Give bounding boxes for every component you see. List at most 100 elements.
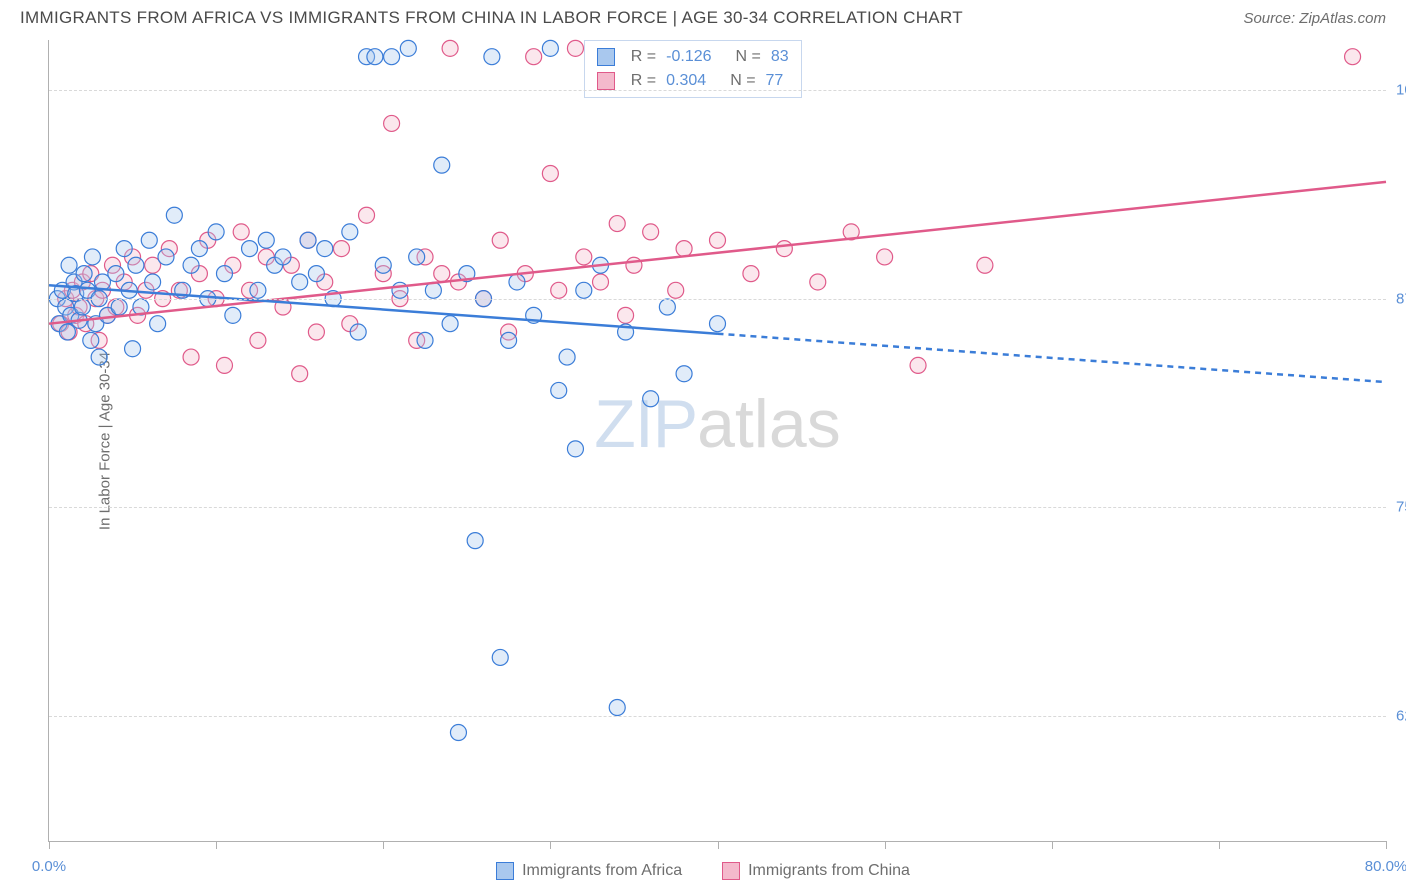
y-tick-label: 62.5% <box>1396 707 1406 724</box>
data-point <box>400 40 416 56</box>
data-point <box>76 266 92 282</box>
data-point <box>191 241 207 257</box>
gridline-h <box>49 507 1386 508</box>
data-point <box>250 282 266 298</box>
x-tick <box>885 841 886 849</box>
data-point <box>333 241 349 257</box>
trend-line <box>49 285 718 333</box>
x-tick <box>718 841 719 849</box>
data-point <box>576 282 592 298</box>
y-tick-label: 100.0% <box>1396 82 1406 99</box>
data-point <box>300 232 316 248</box>
data-point <box>342 224 358 240</box>
data-point <box>492 232 508 248</box>
data-point <box>183 257 199 273</box>
data-point <box>434 266 450 282</box>
data-point <box>526 49 542 65</box>
data-point <box>242 241 258 257</box>
y-tick-label: 87.5% <box>1396 290 1406 307</box>
data-point <box>618 307 634 323</box>
data-point <box>467 533 483 549</box>
data-point <box>275 249 291 265</box>
data-point <box>183 349 199 365</box>
data-point <box>150 316 166 332</box>
data-point <box>977 257 993 273</box>
legend-swatch-africa <box>496 862 514 880</box>
data-point <box>643 224 659 240</box>
data-point <box>84 249 100 265</box>
data-point <box>484 49 500 65</box>
data-point <box>450 725 466 741</box>
scatter-svg <box>49 40 1386 841</box>
data-point <box>111 299 127 315</box>
data-point <box>1345 49 1361 65</box>
stats-row-africa: R = -0.126 N = 83 <box>597 45 789 69</box>
data-point <box>710 316 726 332</box>
data-point <box>384 49 400 65</box>
data-point <box>609 216 625 232</box>
chart-container: In Labor Force | Age 30-34 ZIPatlas R = … <box>48 40 1386 842</box>
data-point <box>141 232 157 248</box>
data-point <box>492 649 508 665</box>
data-point <box>609 700 625 716</box>
x-tick <box>550 841 551 849</box>
data-point <box>567 441 583 457</box>
data-point <box>559 349 575 365</box>
x-tick <box>216 841 217 849</box>
gridline-h <box>49 716 1386 717</box>
x-tick <box>1219 841 1220 849</box>
data-point <box>551 282 567 298</box>
data-point <box>145 274 161 290</box>
source-attribution: Source: ZipAtlas.com <box>1243 10 1386 27</box>
chart-title: IMMIGRANTS FROM AFRICA VS IMMIGRANTS FRO… <box>20 8 963 28</box>
data-point <box>83 332 99 348</box>
data-point <box>308 324 324 340</box>
data-point <box>292 366 308 382</box>
legend-label-africa: Immigrants from Africa <box>522 862 682 880</box>
data-point <box>367 49 383 65</box>
data-point <box>434 157 450 173</box>
data-point <box>810 274 826 290</box>
data-point <box>643 391 659 407</box>
data-point <box>308 266 324 282</box>
x-tick <box>49 841 50 849</box>
legend-swatch-china <box>722 862 740 880</box>
data-point <box>551 382 567 398</box>
data-point <box>417 332 433 348</box>
data-point <box>108 266 124 282</box>
swatch-africa <box>597 48 615 66</box>
data-point <box>258 232 274 248</box>
data-point <box>593 274 609 290</box>
x-tick <box>383 841 384 849</box>
data-point <box>128 257 144 273</box>
data-point <box>409 249 425 265</box>
data-point <box>59 324 75 340</box>
data-point <box>542 166 558 182</box>
data-point <box>668 282 684 298</box>
data-point <box>250 332 266 348</box>
data-point <box>350 324 366 340</box>
data-point <box>216 266 232 282</box>
data-point <box>116 241 132 257</box>
gridline-h <box>49 299 1386 300</box>
trend-line <box>718 334 1387 382</box>
legend-item-china: Immigrants from China <box>722 862 910 880</box>
data-point <box>542 40 558 56</box>
data-point <box>225 307 241 323</box>
gridline-h <box>49 90 1386 91</box>
data-point <box>61 257 77 273</box>
data-point <box>91 349 107 365</box>
swatch-china <box>597 72 615 90</box>
data-point <box>676 366 692 382</box>
data-point <box>158 249 174 265</box>
data-point <box>442 40 458 56</box>
data-point <box>442 316 458 332</box>
data-point <box>710 232 726 248</box>
x-tick <box>1052 841 1053 849</box>
data-point <box>509 274 525 290</box>
data-point <box>317 241 333 257</box>
legend-label-china: Immigrants from China <box>748 862 910 880</box>
data-point <box>743 266 759 282</box>
data-point <box>74 299 90 315</box>
legend: Immigrants from Africa Immigrants from C… <box>0 862 1406 880</box>
